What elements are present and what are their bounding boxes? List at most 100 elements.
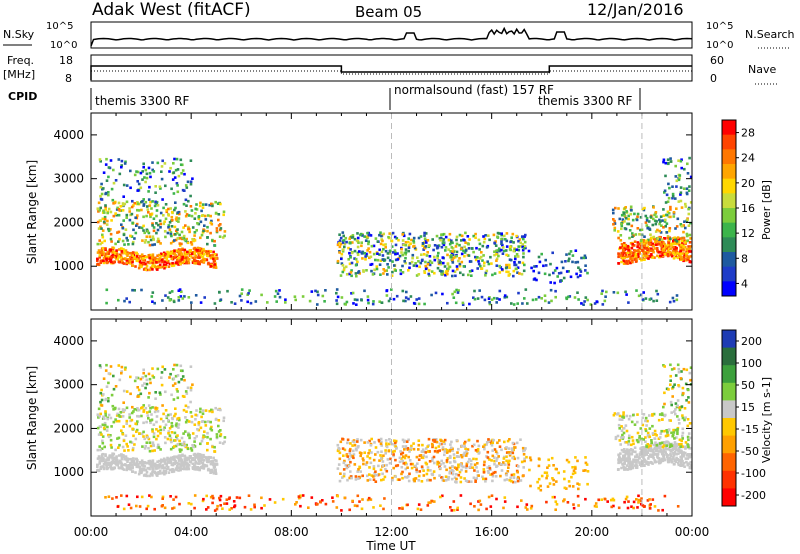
heatmap-cell [176, 417, 180, 420]
heatmap-cell [189, 249, 192, 252]
heatmap-cell [677, 452, 680, 455]
heatmap-cell [107, 433, 110, 437]
heatmap-cell [639, 293, 643, 297]
heatmap-cell [620, 242, 624, 246]
heatmap-cell [363, 441, 366, 444]
heatmap-cell [625, 255, 629, 259]
heatmap-cell [552, 483, 556, 486]
heatmap-cell [450, 440, 453, 444]
heatmap-cell [643, 242, 646, 245]
heatmap-cell [155, 415, 159, 418]
heatmap-cell [120, 370, 123, 373]
heatmap-cell [417, 260, 420, 263]
heatmap-cell [457, 447, 460, 451]
heatmap-cell [186, 447, 190, 451]
heatmap-cell [660, 458, 664, 462]
heatmap-cell [565, 253, 568, 256]
heatmap-cell [240, 288, 244, 291]
heatmap-cell [131, 446, 135, 450]
heatmap-cell [415, 264, 419, 268]
heatmap-cell [453, 256, 457, 259]
heatmap-cell [617, 461, 620, 465]
heatmap-cell [209, 462, 213, 466]
heatmap-cell [125, 259, 129, 263]
heatmap-cell [504, 266, 508, 270]
heatmap-cell [385, 269, 388, 272]
heatmap-cell [459, 480, 463, 484]
heatmap-cell [476, 297, 480, 300]
heatmap-cell [676, 432, 679, 436]
heatmap-cell [462, 265, 466, 268]
heatmap-cell [485, 441, 489, 444]
heatmap-cell [428, 450, 431, 453]
heatmap-cell [179, 251, 182, 255]
heatmap-cell [440, 476, 443, 479]
heatmap-cell [553, 281, 556, 285]
heatmap-cell [222, 416, 226, 420]
heatmap-cell [460, 444, 463, 448]
heatmap-cell [189, 455, 192, 458]
heatmap-cell [420, 480, 424, 483]
heatmap-cell [201, 206, 205, 209]
heatmap-cell [123, 243, 126, 246]
heatmap-cell [585, 463, 589, 466]
heatmap-cell [627, 440, 631, 443]
heatmap-cell [404, 475, 407, 479]
heatmap-cell [186, 258, 190, 262]
heatmap-cell [532, 269, 535, 273]
heatmap-cell [369, 461, 373, 465]
heatmap-cell [228, 508, 231, 511]
heatmap-cell [97, 201, 101, 205]
heatmap-cell [215, 433, 219, 436]
heatmap-cell [342, 234, 345, 238]
heatmap-cell [686, 424, 690, 428]
heatmap-cell [384, 467, 387, 471]
heatmap-cell [428, 259, 432, 263]
heatmap-cell [120, 256, 123, 260]
heatmap-cell [427, 244, 431, 247]
heatmap-cell [136, 386, 139, 389]
heatmap-cell [219, 298, 223, 301]
heatmap-cell [129, 375, 132, 379]
heatmap-cell [120, 365, 124, 369]
heatmap-cell [662, 441, 666, 444]
heatmap-cell [396, 464, 400, 467]
heatmap-cell [444, 235, 448, 239]
heatmap-cell [139, 377, 143, 381]
heatmap-cell [407, 475, 410, 478]
heatmap-cell [176, 237, 180, 240]
heatmap-cell [97, 407, 101, 411]
heatmap-cell [641, 423, 645, 427]
heatmap-cell [570, 475, 573, 479]
heatmap-cell [138, 460, 142, 464]
heatmap-cell [555, 467, 558, 471]
heatmap-cell [125, 422, 128, 425]
heatmap-cell [644, 460, 647, 463]
heatmap-cell [622, 413, 625, 417]
heatmap-cell [649, 239, 652, 243]
heatmap-cell [196, 248, 199, 252]
heatmap-cell [368, 439, 371, 443]
heatmap-cell [338, 239, 342, 242]
heatmap-cell [156, 474, 159, 477]
heatmap-cell [623, 448, 626, 451]
freq-trace [90, 65, 692, 80]
heatmap-cell [473, 297, 477, 301]
heatmap-cell [436, 266, 440, 270]
heatmap-cell [567, 460, 571, 464]
heatmap-cell [623, 468, 626, 471]
heatmap-cell [429, 478, 432, 482]
heatmap-cell [415, 274, 419, 277]
heatmap-cell [208, 409, 211, 413]
heatmap-cell [148, 185, 151, 189]
heatmap-cell [578, 483, 581, 486]
heatmap-cell [525, 455, 528, 459]
heatmap-cell [121, 408, 125, 411]
heatmap-cell [654, 432, 657, 436]
heatmap-cell [431, 439, 435, 442]
heatmap-cell [495, 257, 499, 261]
heatmap-cell [131, 427, 134, 431]
heatmap-cell [488, 296, 491, 299]
heatmap-cell [433, 439, 437, 442]
heatmap-cell [102, 426, 106, 430]
